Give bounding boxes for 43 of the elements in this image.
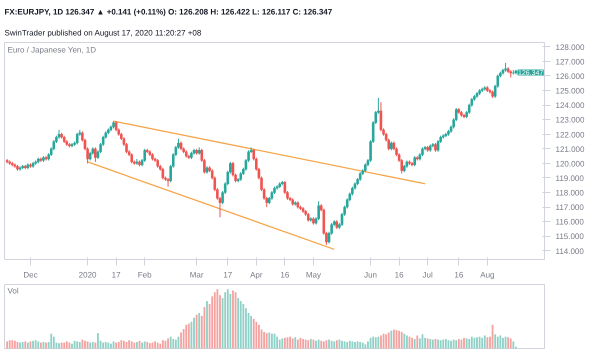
x-tick-label: May xyxy=(306,270,322,280)
x-tick-label: 17 xyxy=(112,270,122,280)
candlestick xyxy=(436,140,440,152)
candlestick xyxy=(317,200,320,221)
candlestick xyxy=(114,120,118,132)
annotation: Euro / Japanese Yen, 1D xyxy=(8,46,96,54)
candlestick xyxy=(76,132,78,145)
y-tick-label: 118.000 xyxy=(556,188,584,198)
candlestick xyxy=(143,148,146,162)
x-tick-label: Feb xyxy=(138,270,152,280)
y-tick-label: 126.000 xyxy=(556,72,585,81)
x-tick-label: Jun xyxy=(364,270,378,280)
x-tick-label: Jul xyxy=(422,270,434,280)
y-tick-label: 120.000 xyxy=(556,159,585,168)
x-tick-label: 16 xyxy=(280,270,290,280)
y-tick-label: 114.000 xyxy=(556,246,584,256)
chart-title: FX:EURJPY, 1D 126.347 ▲ +0.141 (+0.11%) O: 126.208 H: 126.422 L: 126.117 C: 126.347 xyxy=(4,8,333,16)
y-tick-label: 128.000 xyxy=(556,42,585,52)
x-tick-label: Dec xyxy=(23,270,38,280)
candlestick xyxy=(413,156,416,167)
x-tick-label: Mar xyxy=(190,270,204,280)
y-tick-label: 122.000 xyxy=(556,130,585,140)
x-tick-label: Apr xyxy=(250,270,263,280)
candlestick xyxy=(94,146,97,162)
x-tick-label: 16 xyxy=(394,270,404,280)
y-tick-label: 121.000 xyxy=(556,144,585,154)
y-tick-label: 116.000 xyxy=(556,218,584,227)
x-tick-label: 17 xyxy=(223,270,233,280)
candlestick xyxy=(130,152,133,164)
candlestick xyxy=(380,102,382,132)
y-tick-label: 127.000 xyxy=(556,57,585,66)
y-tick-label: 119.000 xyxy=(556,174,584,183)
y-tick-label: 115.000 xyxy=(556,232,584,242)
y-tick-label: 117.000 xyxy=(556,203,584,212)
chart-title: Vol xyxy=(8,286,19,296)
x-tick-label: 16 xyxy=(454,270,464,280)
x-tick-label: Aug xyxy=(480,270,494,280)
chart-subtitle: SwinTrader published on August 17, 2020 11:20:27 +08 xyxy=(4,28,202,38)
x-tick-label: 2020 xyxy=(78,270,98,280)
y-tick-label: 125.000 xyxy=(556,86,585,96)
candlestick xyxy=(162,167,164,180)
y-tick-label: 124.000 xyxy=(556,101,585,110)
y-tick-label: 123.000 xyxy=(556,116,585,125)
